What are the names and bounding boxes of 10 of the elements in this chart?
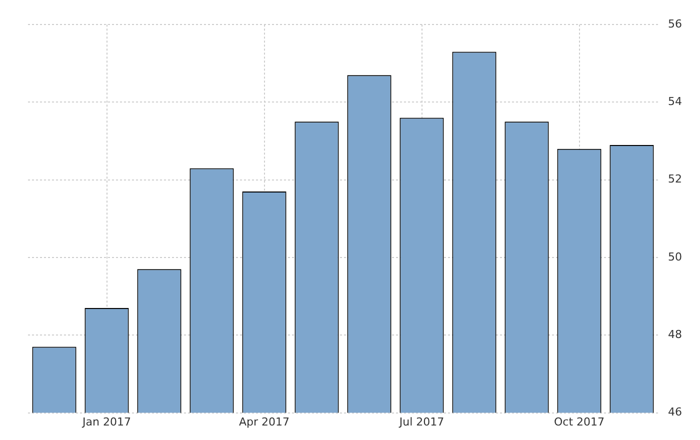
y-tick-label: 50	[668, 250, 682, 264]
y-tick-label: 56	[668, 17, 682, 30]
y-tick-label: 48	[668, 328, 682, 342]
y-tick-label: 46	[668, 406, 682, 419]
x-tick-label: Oct 2017	[554, 415, 605, 428]
y-tick-label: 54	[668, 95, 682, 108]
y-tick-label: 52	[668, 172, 682, 186]
x-tick-label: Jan 2017	[82, 415, 131, 428]
x-tick-label: Jul 2017	[398, 415, 444, 428]
x-tick-label: Apr 2017	[238, 415, 290, 428]
